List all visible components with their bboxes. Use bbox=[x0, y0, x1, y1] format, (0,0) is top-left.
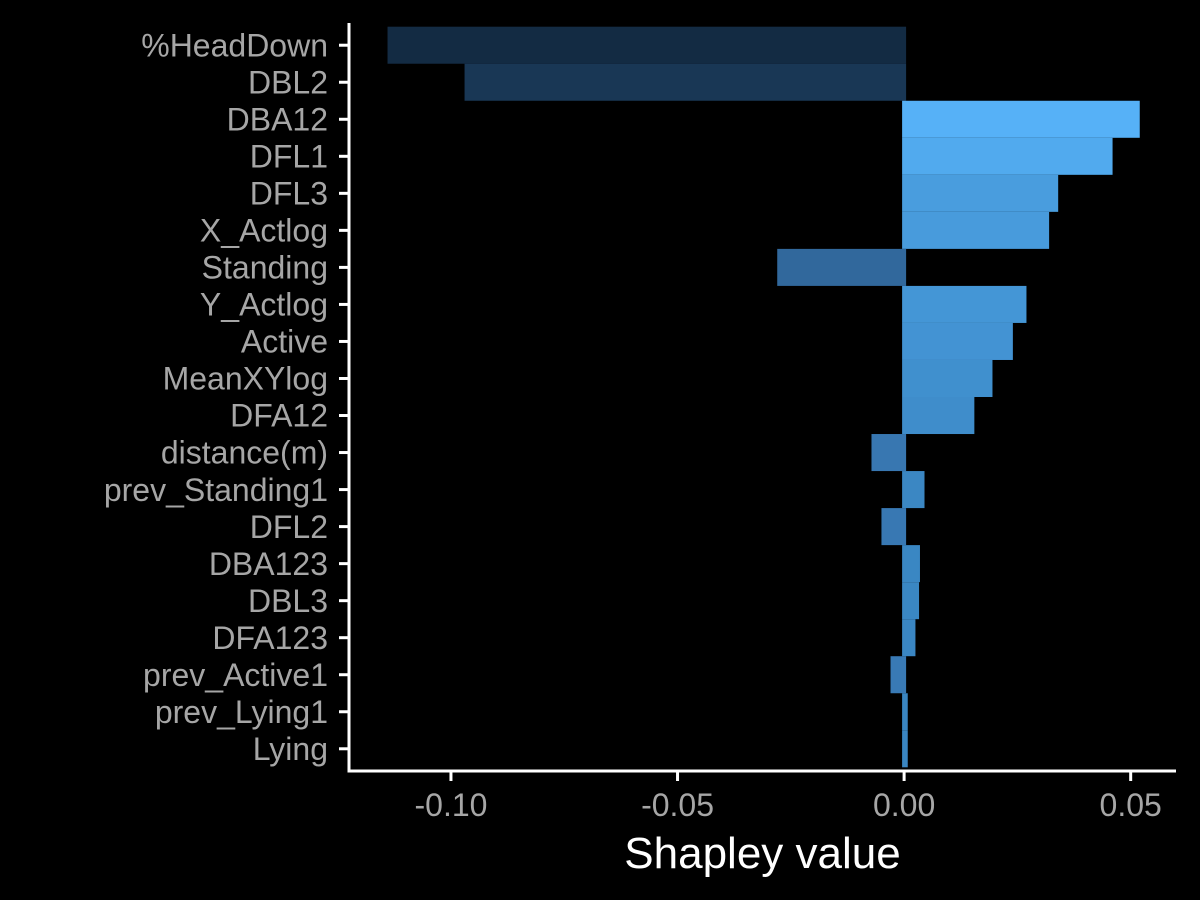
y-tick-label: Standing bbox=[202, 250, 328, 286]
bar-prev_Active1 bbox=[890, 656, 907, 694]
x-ticks-layer: -0.10 -0.05 0.00 0.05 bbox=[414, 771, 1162, 823]
y-tick-label: DFA123 bbox=[212, 620, 328, 656]
x-axis-title: Shapley value bbox=[624, 829, 900, 878]
y-tick-label: Lying bbox=[253, 731, 328, 767]
y-tick-label: DBL2 bbox=[248, 64, 328, 100]
bar-X_Actlog bbox=[902, 211, 1050, 249]
bar-prev_Lying1 bbox=[902, 693, 908, 731]
x-tick-label: 0.00 bbox=[873, 787, 935, 823]
x-tick-label: -0.10 bbox=[414, 787, 487, 823]
y-tick-label: DBA123 bbox=[209, 546, 328, 582]
y-tick-label: DBA12 bbox=[227, 101, 328, 137]
y-tick-label: DFL2 bbox=[250, 509, 328, 545]
bar-prev_Standing1 bbox=[902, 471, 925, 509]
y-tick-label: X_Actlog bbox=[200, 213, 328, 249]
bar-DFL3 bbox=[902, 174, 1059, 212]
y-tick-label: prev_Standing1 bbox=[104, 472, 328, 508]
y-tick-label: DBL3 bbox=[248, 583, 328, 619]
bar-DBA123 bbox=[902, 545, 920, 583]
bar-DFL1 bbox=[902, 137, 1113, 175]
y-tick-label: DFA12 bbox=[230, 398, 328, 434]
y-tick-label: Active bbox=[241, 324, 328, 360]
bar-Lying bbox=[902, 730, 908, 768]
bar-Standing bbox=[777, 248, 907, 286]
bar-DBL3 bbox=[902, 582, 920, 620]
y-tick-label: MeanXYlog bbox=[163, 361, 328, 397]
bar-DBA12 bbox=[902, 100, 1140, 138]
bar-distance(m) bbox=[871, 434, 907, 472]
bars-layer bbox=[387, 26, 1140, 768]
y-tick-label: prev_Active1 bbox=[143, 657, 328, 693]
y-ticks-layer: %HeadDownDBL2DBA12DFL1DFL3X_ActlogStandi… bbox=[104, 27, 349, 767]
y-tick-label: Y_Actlog bbox=[200, 287, 328, 323]
bar-DFL2 bbox=[881, 508, 907, 546]
y-tick-label: prev_Lying1 bbox=[155, 694, 328, 730]
x-tick-label: 0.05 bbox=[1100, 787, 1162, 823]
y-tick-label: %HeadDown bbox=[141, 27, 328, 63]
bar-MeanXYlog bbox=[902, 359, 993, 397]
y-tick-label: distance(m) bbox=[161, 435, 328, 471]
bar-DFA12 bbox=[902, 397, 975, 435]
bar-Y_Actlog bbox=[902, 285, 1027, 323]
bar-DBL2 bbox=[464, 63, 907, 101]
y-tick-label: DFL1 bbox=[250, 139, 328, 175]
y-tick-label: DFL3 bbox=[250, 176, 328, 212]
bar-DFA123 bbox=[902, 619, 916, 657]
x-tick-label: -0.05 bbox=[641, 787, 714, 823]
bar-Active bbox=[902, 322, 1013, 360]
axes-layer bbox=[347, 23, 1176, 773]
bar-%HeadDown bbox=[387, 26, 907, 64]
